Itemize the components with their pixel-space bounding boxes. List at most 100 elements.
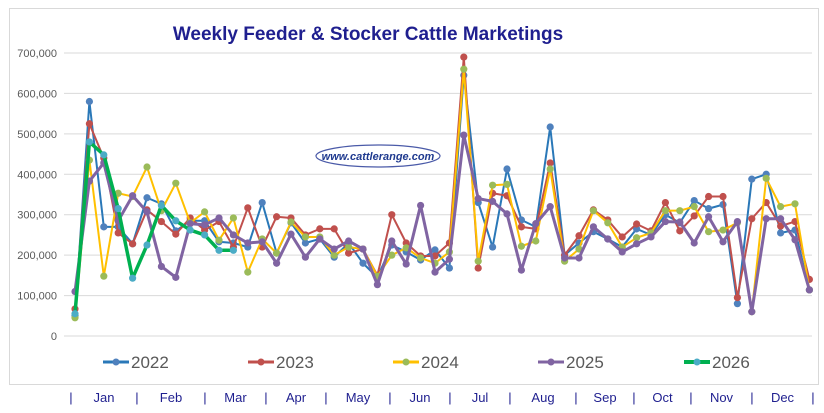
series-line-2025 [73,133,811,314]
month-separator: | [689,390,692,405]
data-point-2022 [733,300,742,308]
data-point-2026 [100,151,108,159]
data-point-2023 [273,213,281,221]
data-point-2023 [546,159,554,167]
month-label: Apr [286,390,307,405]
data-point-2025 [762,215,770,223]
data-point-2025 [561,254,569,262]
month-separator: | [508,390,511,405]
data-point-2023 [460,53,468,61]
data-point-2024 [244,268,252,276]
data-point-2023 [733,293,742,302]
data-point-2025 [287,230,295,238]
data-point-2023 [517,223,526,231]
y-tick-label: 700,000 [17,48,57,60]
series-line-2022 [74,74,811,316]
data-point-2025 [445,255,453,263]
y-tick-label: 500,000 [17,129,57,141]
data-point-2025 [705,213,713,221]
data-point-2025 [474,194,482,203]
series-group [71,53,814,322]
data-point-2025 [330,245,338,253]
month-label: Oct [652,390,673,405]
month-label: Feb [160,390,182,405]
legend-label: 2026 [712,353,750,372]
data-point-2024 [215,236,223,244]
data-point-2025 [301,253,309,261]
data-point-2023 [388,211,396,219]
data-point-2024 [489,181,497,189]
data-point-2025 [129,192,137,200]
data-point-2025 [316,235,324,243]
month-axis: | | | | | | | | | | | | | Jan Feb Mar Apr May Jun Jul Aug Sep… [69,390,814,405]
data-point-2025 [244,239,252,247]
data-point-2023 [114,229,122,237]
data-point-2025 [604,235,612,243]
month-separator: | [388,390,391,405]
y-tick-label: 200,000 [17,250,57,262]
legend-label: 2024 [421,353,459,372]
y-tick-label: 300,000 [17,210,57,222]
month-separator: | [324,390,327,405]
data-point-2023 [618,233,626,241]
data-point-2025 [661,217,670,226]
data-point-2024 [100,272,108,280]
data-point-2025 [575,254,583,262]
data-point-2026 [114,205,122,213]
data-point-2025 [517,266,526,274]
data-point-2026 [71,310,79,318]
month-label: May [346,390,371,405]
data-point-2024 [604,219,612,227]
data-point-2024 [114,189,122,197]
month-separator: | [448,390,451,405]
legend-marker [257,358,265,366]
data-point-2023 [705,192,713,201]
data-point-2023 [85,120,93,128]
data-point-2025 [172,273,180,281]
data-point-2022 [85,97,93,106]
data-point-2023 [330,225,338,233]
legend-label: 2025 [566,353,604,372]
data-point-2025 [647,233,655,241]
data-point-2025 [258,238,266,246]
month-separator: | [750,390,753,405]
gridlines [64,52,812,337]
data-point-2025 [676,218,684,226]
legend-item-2024: 2024 [393,353,459,372]
data-point-2024 [417,254,425,262]
month-separator: | [632,390,635,405]
month-label: Dec [771,390,795,405]
data-point-2024 [517,242,526,250]
month-separator: | [135,390,138,405]
data-point-2025 [388,237,396,245]
data-point-2022 [258,198,266,207]
data-point-2022 [100,223,108,231]
data-point-2025 [402,260,410,268]
data-point-2024 [345,243,353,251]
month-label: Jun [410,390,431,405]
data-point-2023 [157,217,165,226]
data-point-2025 [359,245,367,253]
data-point-2022 [301,239,309,247]
month-label: Sep [593,390,616,405]
series-line-2024 [74,68,811,318]
data-point-2025 [589,223,598,231]
data-point-2024 [273,249,281,257]
data-point-2025 [417,201,425,210]
series-2025 [71,131,814,316]
data-point-2022 [489,243,497,251]
data-point-2025 [532,220,540,228]
data-point-2024 [676,207,684,215]
y-tick-label: 400,000 [17,169,57,181]
data-point-2025 [805,286,814,294]
y-tick-label: 100,000 [17,291,57,303]
month-label: Nov [710,390,734,405]
legend-item-2025: 2025 [538,353,604,372]
data-point-2022 [359,259,367,267]
data-point-2023 [633,220,641,228]
data-point-2025 [633,240,641,248]
y-axis-ticks: 0 100,000 200,000 300,000 400,000 500,000 600,… [17,48,57,343]
legend: 2022 2023 2024 2025 2026 [103,353,750,372]
data-point-2023 [777,222,785,230]
y-tick-label: 600,000 [17,88,57,100]
